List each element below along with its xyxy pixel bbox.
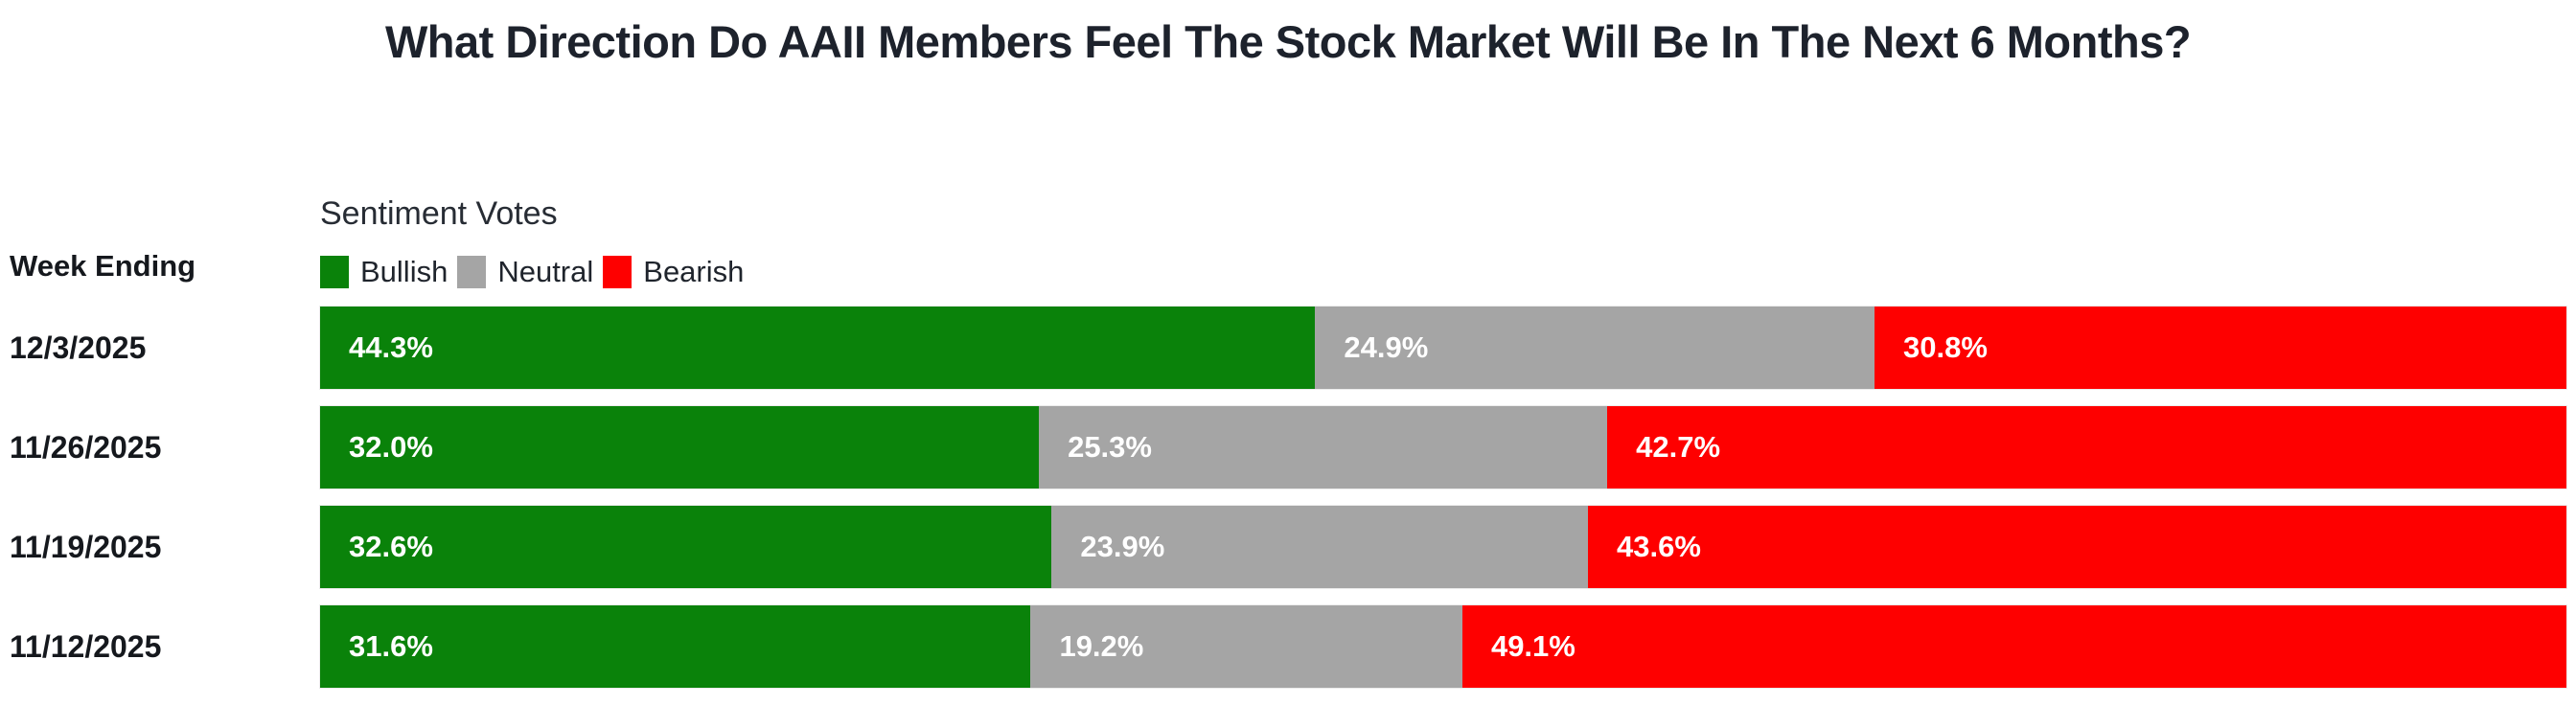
segment-value-label: 23.9% (1080, 530, 1165, 563)
bar-track: 32.6% 23.9% 43.6% (320, 506, 2566, 588)
row-date-label: 11/26/2025 (10, 429, 162, 465)
bearish-segment: 49.1% (1461, 605, 2567, 688)
bullish-segment: 31.6% (320, 605, 1031, 688)
row-date-label: 12/3/2025 (10, 330, 147, 365)
week-ending-label: Week Ending (10, 249, 196, 283)
bar-track: 44.3% 24.9% 30.8% (320, 307, 2566, 389)
bearish-segment: 43.6% (1588, 506, 2566, 588)
neutral-segment: 25.3% (1039, 406, 1608, 489)
stacked-bar-chart: 12/3/2025 44.3% 24.9% 30.8% 11/26/2025 3… (0, 307, 2576, 705)
bullish-swatch-icon (320, 256, 349, 288)
legend-label-bullish: Bullish (360, 255, 448, 288)
segment-value-label: 43.6% (1617, 530, 1701, 563)
legend-label-neutral: Neutral (497, 255, 594, 288)
bearish-segment: 42.7% (1607, 406, 2566, 489)
bearish-segment: 30.8% (1874, 307, 2566, 389)
legend-item-bearish: Bearish (603, 255, 744, 289)
neutral-segment: 19.2% (1030, 605, 1462, 688)
neutral-swatch-icon (457, 256, 487, 288)
neutral-segment: 23.9% (1051, 506, 1589, 588)
legend-item-bullish: Bullish (320, 255, 448, 289)
segment-value-label: 31.6% (349, 629, 433, 663)
bearish-swatch-icon (603, 256, 632, 288)
legend-label-bearish: Bearish (643, 255, 745, 288)
legend-title: Sentiment Votes (320, 195, 558, 232)
legend: Bullish Neutral Bearish (320, 255, 753, 289)
segment-value-label: 44.3% (349, 330, 433, 364)
bar-row: 12/3/2025 44.3% 24.9% 30.8% (0, 307, 2576, 389)
legend-item-neutral: Neutral (457, 255, 593, 289)
segment-value-label: 42.7% (1636, 430, 1721, 464)
bar-row: 11/19/2025 32.6% 23.9% 43.6% (0, 506, 2576, 588)
row-date-label: 11/19/2025 (10, 529, 162, 564)
bullish-segment: 32.6% (320, 506, 1052, 588)
segment-value-label: 19.2% (1059, 629, 1144, 663)
bar-track: 31.6% 19.2% 49.1% (320, 605, 2567, 688)
row-date-label: 11/12/2025 (10, 628, 162, 664)
neutral-segment: 24.9% (1315, 307, 1875, 389)
segment-value-label: 30.8% (1903, 330, 1988, 364)
bar-track: 32.0% 25.3% 42.7% (320, 406, 2566, 489)
bar-row: 11/12/2025 31.6% 19.2% 49.1% (0, 605, 2576, 688)
bar-row: 11/26/2025 32.0% 25.3% 42.7% (0, 406, 2576, 489)
page-title: What Direction Do AAII Members Feel The … (384, 16, 2192, 67)
bullish-segment: 32.0% (320, 406, 1040, 489)
segment-value-label: 49.1% (1490, 629, 1576, 663)
segment-value-label: 24.9% (1344, 330, 1429, 364)
segment-value-label: 32.0% (349, 430, 433, 464)
segment-value-label: 25.3% (1068, 430, 1152, 464)
segment-value-label: 32.6% (349, 530, 433, 563)
bullish-segment: 44.3% (320, 307, 1316, 389)
